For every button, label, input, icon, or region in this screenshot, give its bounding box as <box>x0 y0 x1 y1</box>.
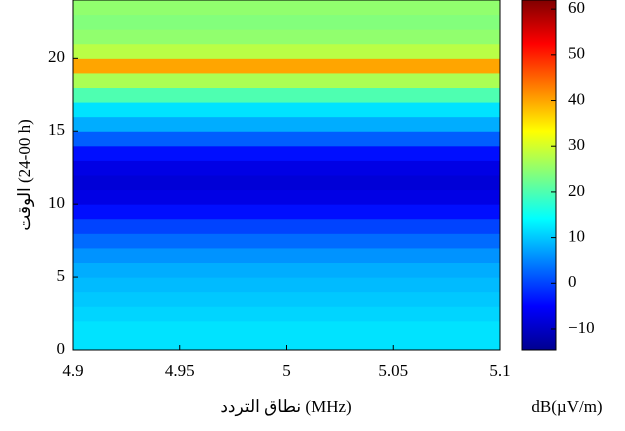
heat-cell <box>73 262 500 278</box>
heat-cell <box>73 87 500 103</box>
heat-cell <box>73 58 500 74</box>
heat-cell <box>73 102 500 118</box>
y-axis-label: الوقت (00-24 h) <box>15 119 35 231</box>
x-tick-label: 5 <box>282 361 291 380</box>
heat-cell <box>73 116 500 132</box>
plot-area <box>73 0 500 351</box>
heat-cell <box>73 247 500 263</box>
heat-cell <box>73 320 500 336</box>
heat-cell <box>73 43 500 59</box>
heat-cell <box>73 72 500 88</box>
x-tick-label: 5.05 <box>378 361 408 380</box>
y-tick-label: 15 <box>48 120 65 139</box>
colorbar-label: dB(µV/m) <box>531 397 602 416</box>
heat-cell <box>73 291 500 307</box>
colorbar-tick-label: 40 <box>568 89 585 108</box>
y-tick-label: 10 <box>48 193 65 212</box>
y-tick-label: 0 <box>57 339 66 358</box>
heat-cell <box>73 145 500 161</box>
heat-cell <box>73 29 500 45</box>
heat-cell <box>73 160 500 176</box>
heat-cell <box>73 218 500 234</box>
heat-cell <box>73 14 500 30</box>
y-tick-label: 20 <box>48 47 65 66</box>
heat-cell <box>73 189 500 205</box>
colorbar-tick-label: −10 <box>568 318 595 337</box>
colorbar-tick-label: 0 <box>568 272 577 291</box>
colorbar-tick-label: 60 <box>568 0 585 17</box>
x-tick-label: 5.1 <box>489 361 510 380</box>
heat-cell <box>73 306 500 322</box>
x-tick-label: 4.9 <box>62 361 83 380</box>
colorbar-tick-label: 10 <box>568 227 585 246</box>
x-tick-label: 4.95 <box>165 361 195 380</box>
colorbar <box>521 0 557 351</box>
colorbar-tick-label: 30 <box>568 135 585 154</box>
heat-cell <box>73 0 500 16</box>
heat-cell <box>73 277 500 293</box>
heat-cell <box>73 175 500 191</box>
y-tick-label: 5 <box>57 266 66 285</box>
colorbar-tick-label: 50 <box>568 44 585 63</box>
x-axis-label: نطاق التردد (MHz) <box>220 397 351 417</box>
heat-cell <box>73 204 500 220</box>
heat-cell <box>73 131 500 147</box>
colorbar-tick-label: 20 <box>568 181 585 200</box>
heat-cell <box>73 233 500 249</box>
